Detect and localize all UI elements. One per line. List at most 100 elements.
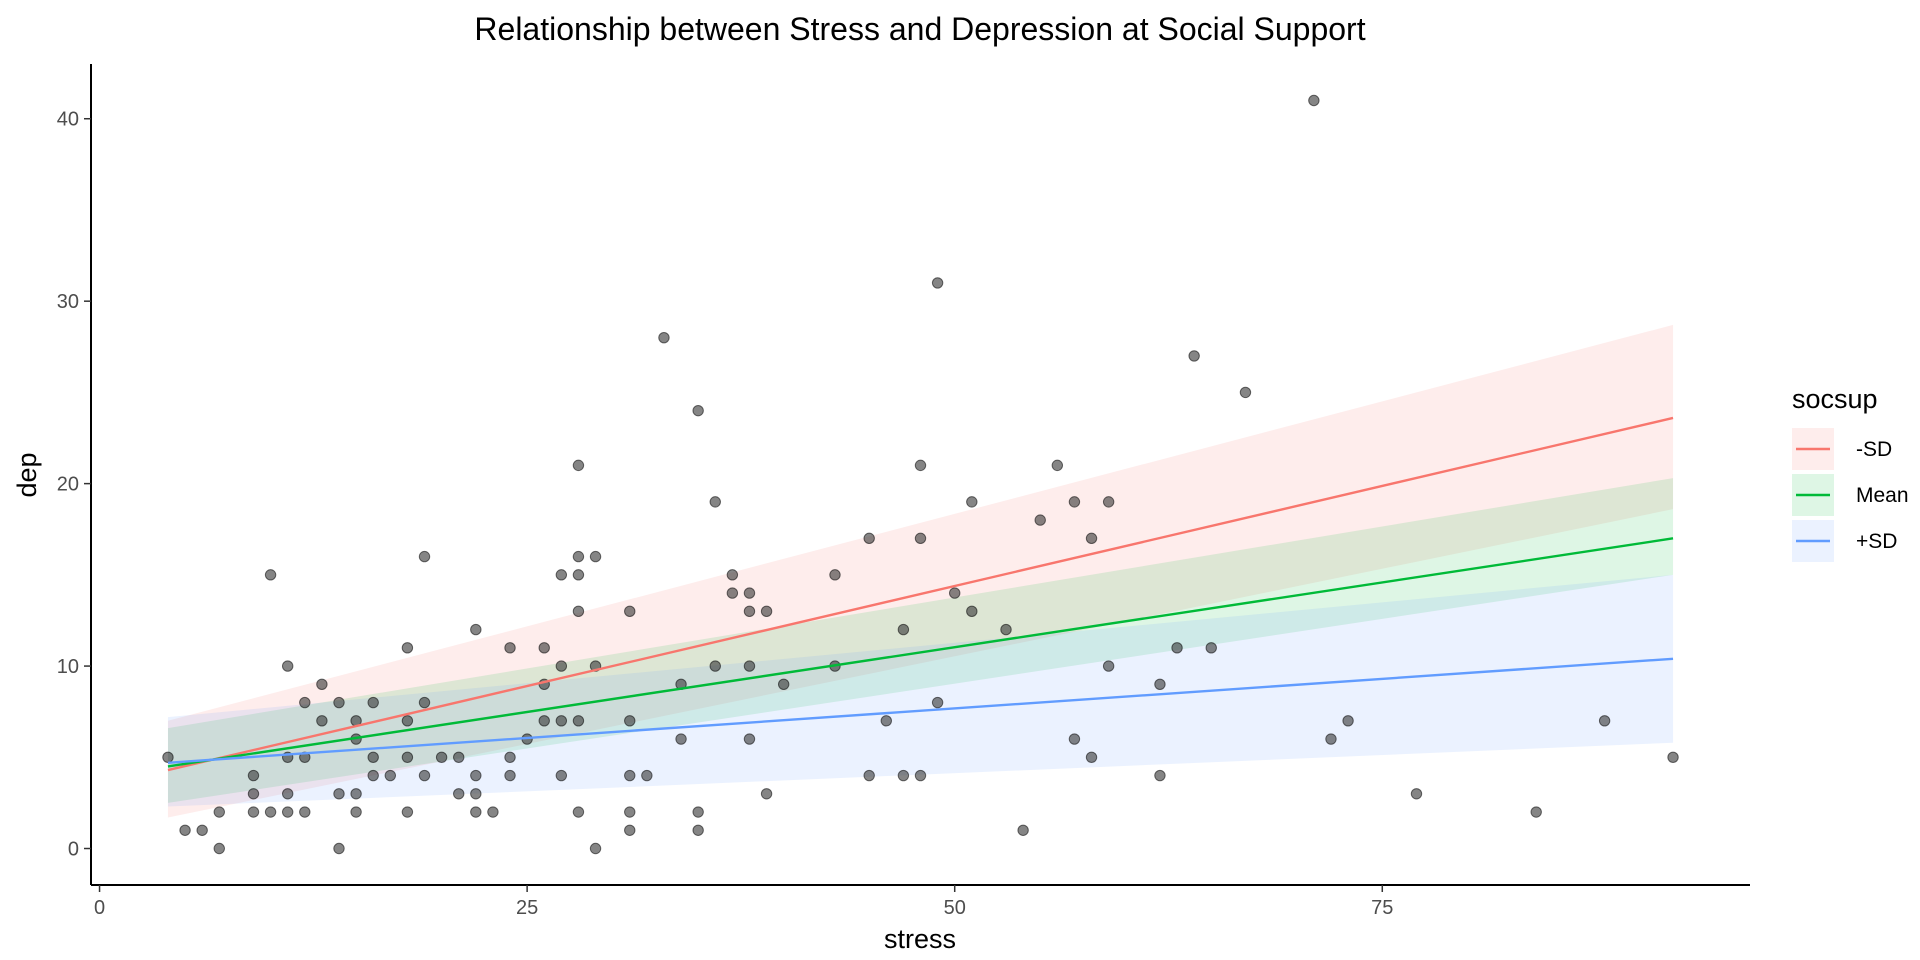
data-point (247, 769, 260, 782)
regression-line-1 (167, 416, 1674, 772)
data-point (572, 806, 585, 818)
data-point (350, 806, 362, 818)
data-point (589, 842, 602, 855)
data-point (316, 678, 328, 691)
data-point (1239, 386, 1252, 399)
data-point (555, 660, 568, 672)
data-point (418, 550, 431, 563)
data-point (162, 751, 174, 763)
data-point (538, 642, 550, 654)
regression-line-2 (167, 537, 1674, 768)
data-point (487, 806, 499, 818)
data-point (572, 605, 585, 618)
data-point (624, 769, 636, 782)
data-point (624, 715, 636, 727)
data-point (316, 715, 328, 727)
data-point (281, 806, 294, 818)
data-point (1171, 642, 1183, 654)
data-point (264, 806, 277, 818)
data-point (538, 715, 550, 727)
data-point (1085, 751, 1098, 763)
data-point (470, 788, 482, 800)
data-point (470, 623, 482, 636)
legend-label: -SD (1856, 438, 1892, 461)
y-tick-label: 40 (57, 109, 79, 131)
ci-band-3 (167, 574, 1674, 807)
y-tick-label: 0 (68, 839, 79, 861)
x-tick-label: 75 (1371, 897, 1393, 919)
data-point (641, 769, 653, 782)
chart-title: Relationship between Stress and Depressi… (474, 11, 1365, 47)
data-point (555, 569, 568, 581)
data-point (760, 788, 773, 800)
data-point (401, 715, 414, 727)
data-point (504, 751, 516, 763)
data-point (880, 715, 892, 727)
x-ticks: 0 25 50 75 (94, 885, 1393, 919)
data-point (435, 751, 448, 763)
data-point (709, 496, 721, 508)
y-tick-label: 20 (57, 474, 79, 496)
data-point (333, 842, 345, 855)
legend-title: socsup (1792, 384, 1878, 414)
x-axis-title: stress (884, 924, 956, 954)
data-point (572, 459, 585, 472)
data-point (1188, 350, 1200, 362)
data-point (179, 824, 191, 836)
data-point (949, 587, 961, 599)
data-point (1102, 660, 1115, 672)
data-point (401, 806, 414, 818)
data-point (196, 824, 208, 836)
data-point (931, 277, 944, 289)
data-point (1342, 715, 1354, 727)
data-point (384, 769, 397, 782)
data-point (897, 623, 910, 636)
data-point (760, 605, 773, 618)
data-point (966, 496, 978, 508)
x-tick-label: 50 (944, 897, 966, 919)
data-point (213, 842, 225, 855)
data-point (658, 331, 670, 344)
data-point (726, 569, 739, 581)
data-point (281, 660, 294, 672)
data-point (624, 605, 636, 618)
data-point (1205, 642, 1217, 654)
data-point (709, 660, 721, 672)
data-point (726, 587, 739, 599)
data-point (1085, 532, 1098, 545)
y-tick-label: 30 (57, 291, 79, 313)
data-point (1530, 806, 1542, 818)
data-point (299, 806, 311, 818)
data-point (555, 715, 568, 727)
data-point (555, 769, 568, 782)
data-point (675, 733, 687, 745)
data-point (1154, 678, 1166, 691)
data-point (401, 751, 414, 763)
data-point (264, 569, 277, 581)
data-point (1667, 751, 1679, 763)
data-point (1598, 715, 1611, 727)
data-point (692, 404, 704, 417)
data-point (572, 715, 585, 727)
data-point (1154, 769, 1166, 782)
data-point (914, 459, 927, 472)
data-point (333, 696, 345, 709)
data-point (453, 788, 465, 800)
data-point (1068, 496, 1081, 508)
data-point (418, 696, 431, 709)
data-point (1034, 514, 1046, 526)
data-point (504, 642, 516, 654)
data-point (470, 806, 482, 818)
data-point (299, 696, 311, 709)
data-point (624, 806, 636, 818)
data-point (333, 788, 345, 800)
data-point (247, 788, 260, 800)
data-point (418, 769, 431, 782)
data-point (453, 751, 465, 763)
data-point (350, 788, 362, 800)
data-point (914, 532, 927, 545)
y-axis-title: dep (12, 452, 42, 497)
y-tick-label: 10 (57, 656, 79, 678)
legend-label: Mean (1856, 484, 1909, 507)
data-point (692, 806, 704, 818)
